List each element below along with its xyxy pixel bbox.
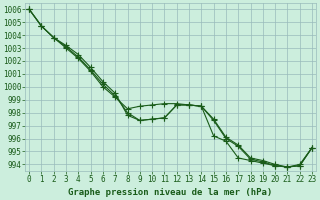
X-axis label: Graphe pression niveau de la mer (hPa): Graphe pression niveau de la mer (hPa) bbox=[68, 188, 273, 197]
